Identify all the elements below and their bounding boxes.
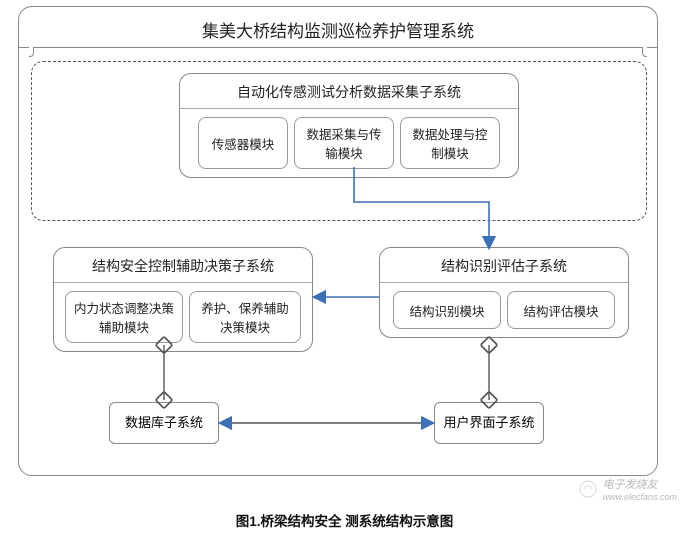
module: 内力状态调整决策辅助模块	[65, 291, 183, 343]
subsystem-left-title: 结构安全控制辅助决策子系统	[54, 248, 312, 282]
watermark-text: 电子发烧友	[602, 476, 677, 492]
module: 数据处理与控制模块	[400, 117, 500, 169]
tab-notch-left	[29, 47, 34, 57]
subsystem-right-modules: 结构识别模块 结构评估模块	[380, 283, 628, 337]
watermark-icon	[578, 479, 598, 499]
watermark: 电子发烧友 www.elecfans.com	[578, 476, 677, 502]
figure-caption: 图1.桥梁结构安全 测系统结构示意图	[0, 510, 689, 530]
module: 传感器模块	[198, 117, 288, 169]
module: 结构识别模块	[393, 291, 501, 329]
subsystem-right-title: 结构识别评估子系统	[380, 248, 628, 282]
system-container: 集美大桥结构监测巡检养护管理系统 自动化传感测试分析数据采集子系统 传感器模块 …	[18, 6, 658, 476]
title-separator	[19, 47, 657, 48]
subsystem-top-title: 自动化传感测试分析数据采集子系统	[180, 74, 518, 108]
subsystem-top: 自动化传感测试分析数据采集子系统 传感器模块 数据采集与传输模块 数据处理与控制…	[179, 73, 519, 178]
tab-notch-right	[642, 47, 647, 57]
module: 养护、保养辅助决策模块	[189, 291, 301, 343]
module: 数据采集与传输模块	[294, 117, 394, 169]
watermark-url: www.elecfans.com	[602, 492, 677, 502]
module: 结构评估模块	[507, 291, 615, 329]
box-ui: 用户界面子系统	[434, 402, 544, 444]
subsystem-left: 结构安全控制辅助决策子系统 内力状态调整决策辅助模块 养护、保养辅助决策模块	[53, 247, 313, 352]
subsystem-right: 结构识别评估子系统 结构识别模块 结构评估模块	[379, 247, 629, 338]
system-title: 集美大桥结构监测巡检养护管理系统	[19, 17, 657, 42]
subsystem-top-modules: 传感器模块 数据采集与传输模块 数据处理与控制模块	[180, 109, 518, 177]
box-database: 数据库子系统	[109, 402, 219, 444]
subsystem-left-modules: 内力状态调整决策辅助模块 养护、保养辅助决策模块	[54, 283, 312, 351]
